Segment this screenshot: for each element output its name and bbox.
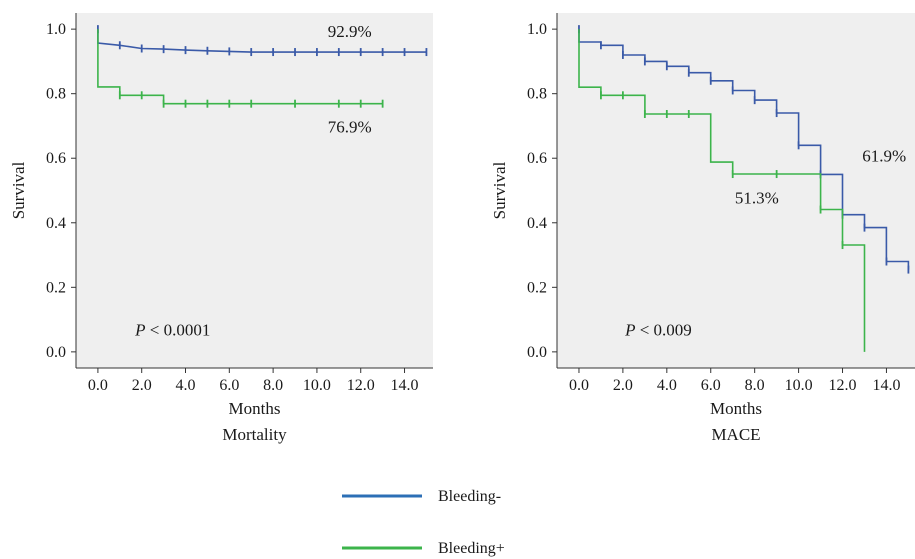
x-tick-label: 6.0	[701, 377, 721, 394]
percent-annotation: 92.9%	[328, 22, 372, 41]
x-tick-label: 10.0	[303, 377, 331, 394]
x-tick-label: 12.0	[347, 377, 375, 394]
x-tick-label: 2.0	[613, 377, 633, 394]
x-tick-label: 6.0	[219, 377, 239, 394]
x-tick-label: 8.0	[263, 377, 283, 394]
y-tick-label: 0.0	[527, 344, 547, 361]
x-tick-label: 8.0	[745, 377, 765, 394]
mortality-panel: 0.0 0.2 0.4 0.6 0.8 1.0 0.0 2.0 4.0 6.0 8.0 10.0 12.…	[9, 13, 433, 444]
x-tick-label: 0.0	[569, 377, 589, 394]
y-tick-label: 0.4	[46, 215, 66, 232]
y-tick-label: 0.2	[46, 279, 66, 296]
x-tick-label: 10.0	[785, 377, 813, 394]
p-value-text: < 0.0001	[146, 321, 211, 340]
y-tick-label: 1.0	[46, 21, 66, 38]
percent-annotation: 76.9%	[328, 117, 372, 136]
percent-annotation: 61.9%	[862, 146, 906, 165]
percent-annotation: 51.3%	[735, 188, 779, 207]
mace-panel: 0.0 0.2 0.4 0.6 0.8 1.0 0.0 2.0 4.0 6.0 8.0 10.0 12.…	[490, 13, 915, 444]
p-value-text: < 0.009	[635, 321, 691, 340]
p-value-symbol: P	[134, 321, 145, 340]
legend-label-bleeding-plus: Bleeding+	[438, 540, 505, 557]
x-axis-title: Months	[710, 399, 762, 418]
p-value-symbol: P	[624, 321, 635, 340]
y-tick-label: 0.6	[527, 150, 547, 167]
x-tick-label: 14.0	[872, 377, 900, 394]
y-tick-label: 0.0	[46, 344, 66, 361]
panel-title: MACE	[711, 425, 760, 444]
panel-title: Mortality	[222, 425, 287, 444]
y-tick-label: 0.8	[527, 86, 547, 103]
x-axis-title: Months	[229, 399, 281, 418]
series-line-bleeding-minus	[578, 29, 910, 270]
x-tick-label: 12.0	[829, 377, 857, 394]
plot-background	[557, 13, 915, 368]
legend-label-bleeding-minus: Bleeding-	[438, 488, 501, 505]
p-value-label: P < 0.0001	[134, 321, 210, 340]
y-tick-label: 0.2	[527, 279, 547, 296]
y-tick-label: 1.0	[527, 21, 547, 38]
y-tick-label: 0.6	[46, 150, 66, 167]
x-tick-label: 0.0	[88, 377, 108, 394]
y-tick-label: 0.4	[527, 215, 547, 232]
x-tick-label: 2.0	[132, 377, 152, 394]
y-axis-title: Survival	[9, 161, 28, 219]
x-tick-label: 4.0	[176, 377, 196, 394]
y-tick-label: 0.8	[46, 86, 66, 103]
series-line-bleeding-plus	[578, 29, 866, 352]
x-tick-label: 4.0	[657, 377, 677, 394]
plot-background	[76, 13, 433, 368]
y-axis-title: Survival	[490, 161, 509, 219]
legend: Bleeding- Bleeding+	[342, 488, 505, 557]
p-value-label: P < 0.009	[624, 321, 692, 340]
x-tick-label: 14.0	[391, 377, 419, 394]
